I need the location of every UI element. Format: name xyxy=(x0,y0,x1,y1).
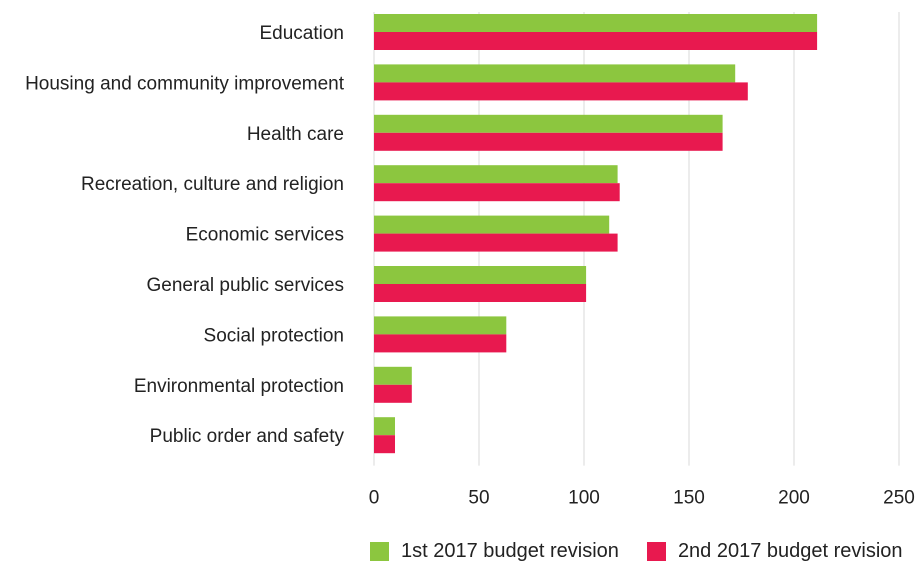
category-labels: Education Housing and community improveme… xyxy=(25,23,345,447)
legend: 1st 2017 budget revision 2nd 2017 budget… xyxy=(370,540,922,563)
bar-education-2nd xyxy=(374,32,818,50)
bar-social-protection-2nd xyxy=(374,334,507,353)
x-axis-tick-labels: 0 50 100 150 200 250 xyxy=(369,488,915,509)
x-tick-label-100: 100 xyxy=(568,488,600,509)
x-tick-label-0: 0 xyxy=(369,488,380,509)
bars xyxy=(374,14,818,454)
bar-housing-and-community-improvement-2nd xyxy=(374,82,748,101)
bar-social-protection-1st xyxy=(374,316,507,335)
category-label-education: Education xyxy=(259,23,344,44)
bar-education-1st xyxy=(374,14,818,32)
bar-economic-services-1st xyxy=(374,215,610,234)
category-label-housing-and-community-improvement: Housing and community improvement xyxy=(25,73,345,94)
x-tick-label-150: 150 xyxy=(673,488,705,509)
bar-chart: Education Housing and community improveme… xyxy=(25,12,915,509)
bar-health-care-1st xyxy=(374,114,723,133)
legend-swatch-2nd-revision xyxy=(646,542,666,561)
legend-swatch-1st-revision xyxy=(370,542,389,561)
category-label-recreation-culture-and-religion: Recreation, culture and religion xyxy=(81,174,344,195)
legend-label-1st-revision: 1st 2017 budget revision xyxy=(401,540,619,562)
legend-item-1st-revision: 1st 2017 budget revision xyxy=(370,540,619,563)
category-label-economic-services: Economic services xyxy=(186,225,344,246)
bar-health-care-2nd xyxy=(374,132,723,151)
category-label-environmental-protection: Environmental protection xyxy=(134,376,344,397)
bar-recreation-culture-and-religion-2nd xyxy=(374,183,620,202)
category-label-health-care: Health care xyxy=(247,124,344,145)
bar-general-public-services-2nd xyxy=(374,284,587,302)
legend-item-2nd-revision: 2nd 2017 budget revision xyxy=(646,540,903,563)
legend-label-2nd-revision: 2nd 2017 budget revision xyxy=(677,540,903,562)
bar-general-public-services-1st xyxy=(374,266,587,284)
bar-public-order-and-safety-1st xyxy=(374,417,395,436)
category-label-general-public-services: General public services xyxy=(147,275,344,296)
x-tick-label-200: 200 xyxy=(778,488,810,509)
bar-environmental-protection-1st xyxy=(374,366,412,385)
bar-housing-and-community-improvement-1st xyxy=(374,64,736,83)
bar-recreation-culture-and-religion-1st xyxy=(374,165,618,184)
x-tick-label-50: 50 xyxy=(468,488,489,509)
category-label-social-protection: Social protection xyxy=(204,325,344,346)
x-tick-label-250: 250 xyxy=(883,488,915,509)
bar-public-order-and-safety-2nd xyxy=(374,435,395,454)
category-label-public-order-and-safety: Public order and safety xyxy=(150,426,345,447)
bar-environmental-protection-2nd xyxy=(374,384,412,403)
bar-economic-services-2nd xyxy=(374,233,618,252)
